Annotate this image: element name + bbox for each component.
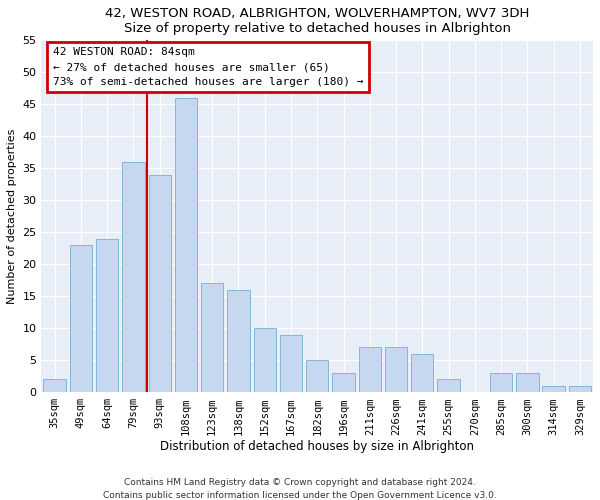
- Bar: [437, 380, 460, 392]
- Bar: [385, 348, 407, 392]
- Bar: [70, 245, 92, 392]
- Title: 42, WESTON ROAD, ALBRIGHTON, WOLVERHAMPTON, WV7 3DH
Size of property relative to: 42, WESTON ROAD, ALBRIGHTON, WOLVERHAMPT…: [105, 7, 529, 35]
- Bar: [569, 386, 591, 392]
- Bar: [280, 334, 302, 392]
- Bar: [96, 238, 118, 392]
- Bar: [490, 373, 512, 392]
- Bar: [149, 174, 171, 392]
- Bar: [542, 386, 565, 392]
- Bar: [43, 380, 66, 392]
- Text: Contains HM Land Registry data © Crown copyright and database right 2024.
Contai: Contains HM Land Registry data © Crown c…: [103, 478, 497, 500]
- Bar: [201, 284, 223, 392]
- Bar: [359, 348, 381, 392]
- Bar: [122, 162, 145, 392]
- Bar: [175, 98, 197, 392]
- Bar: [306, 360, 328, 392]
- X-axis label: Distribution of detached houses by size in Albrighton: Distribution of detached houses by size …: [160, 440, 474, 453]
- Y-axis label: Number of detached properties: Number of detached properties: [7, 128, 17, 304]
- Bar: [516, 373, 539, 392]
- Text: 42 WESTON ROAD: 84sqm
← 27% of detached houses are smaller (65)
73% of semi-deta: 42 WESTON ROAD: 84sqm ← 27% of detached …: [53, 48, 363, 87]
- Bar: [254, 328, 276, 392]
- Bar: [227, 290, 250, 392]
- Bar: [411, 354, 433, 392]
- Bar: [332, 373, 355, 392]
